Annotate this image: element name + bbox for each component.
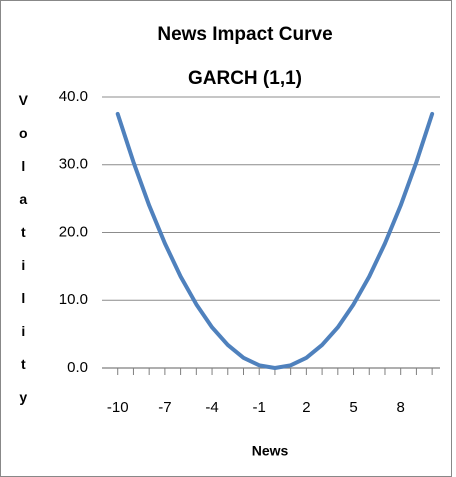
y-tick-label: 20.0	[59, 223, 88, 240]
x-tick-label: -4	[205, 399, 218, 416]
x-tick-label: 8	[397, 399, 405, 416]
x-tick-label: -7	[158, 399, 171, 416]
x-tick-label: -10	[107, 399, 129, 416]
x-tick-label: 2	[302, 399, 310, 416]
x-tick-label: -1	[253, 399, 266, 416]
data-line	[115, 111, 435, 370]
x-axis-title: News	[252, 443, 289, 459]
x-tick-label: 5	[349, 399, 357, 416]
y-tick-label: 10.0	[59, 291, 88, 308]
y-tick-label: 30.0	[59, 156, 88, 173]
chart-subtitle: GARCH (1,1)	[188, 68, 302, 89]
y-tick-label: 0.0	[67, 359, 88, 376]
chart-title: News Impact Curve	[157, 24, 332, 45]
y-tick-label: 40.0	[59, 88, 88, 105]
y-axis-title: Volatility	[15, 92, 31, 422]
